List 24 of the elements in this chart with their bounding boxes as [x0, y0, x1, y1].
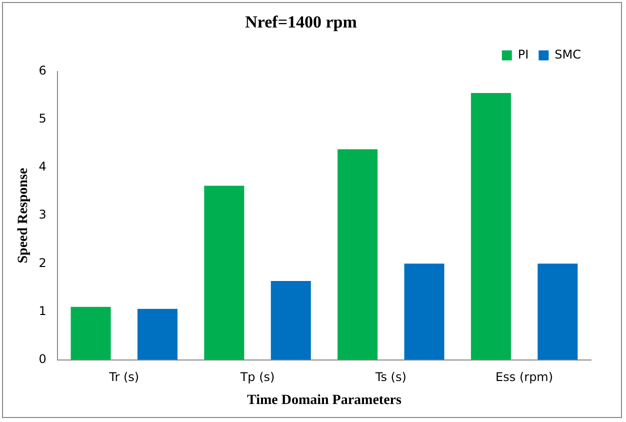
- x-axis-title: Time Domain Parameters: [246, 393, 402, 408]
- x-tick-label: Tp (s): [239, 370, 275, 384]
- y-axis-title: Speed Response: [16, 168, 32, 264]
- y-tick-label: 1: [38, 304, 46, 318]
- y-tick-label: 6: [38, 64, 46, 78]
- bar: [404, 264, 444, 360]
- bar: [338, 149, 378, 360]
- bar: [70, 306, 111, 360]
- bar: [538, 264, 578, 360]
- y-tick-label: 0: [38, 352, 46, 366]
- chart-title: Nref=1400 rpm: [245, 12, 357, 32]
- y-tick-label: 5: [38, 112, 46, 126]
- legend-label: SMC: [554, 48, 582, 62]
- x-tick-label: Ess (rpm): [496, 370, 554, 384]
- x-tick-label: Ts (s): [374, 370, 406, 384]
- bar: [470, 93, 511, 360]
- legend-label: PI: [518, 48, 529, 62]
- y-tick-label: 4: [38, 160, 46, 174]
- y-tick-label: 3: [38, 208, 46, 222]
- bar: [204, 186, 244, 360]
- y-tick-label: 2: [38, 256, 46, 270]
- bar: [137, 308, 178, 360]
- x-tick-label: Tr (s): [108, 370, 140, 384]
- bar: [270, 280, 311, 360]
